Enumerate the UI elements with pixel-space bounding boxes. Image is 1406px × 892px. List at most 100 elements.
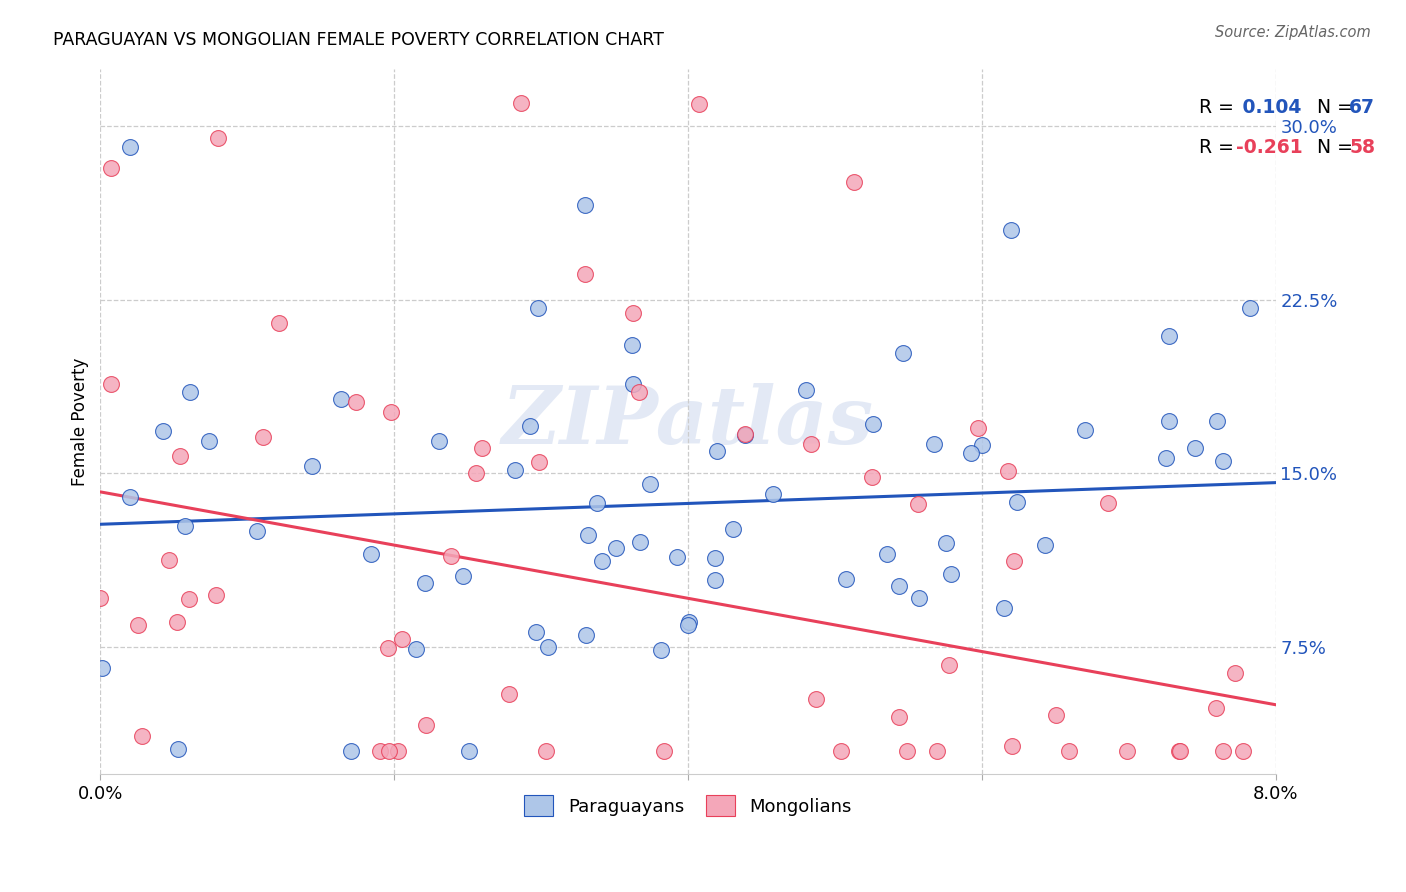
Point [1159, 414, 1181, 428]
Point [527, 301, 550, 315]
Point [935, 536, 957, 550]
Point [896, 744, 918, 758]
Point [627, 385, 650, 400]
Point [1045, 708, 1067, 723]
Point [1168, 744, 1191, 758]
Point [252, 430, 274, 444]
Point [246, 524, 269, 538]
Point [889, 710, 911, 724]
Point [179, 385, 201, 400]
Point [534, 744, 557, 758]
Point [1154, 450, 1177, 465]
Point [1000, 223, 1022, 237]
Point [152, 425, 174, 439]
Point [891, 346, 914, 360]
Point [377, 640, 399, 655]
Point [721, 522, 744, 536]
Point [387, 744, 409, 758]
Point [413, 576, 436, 591]
Point [368, 744, 391, 758]
Text: 67: 67 [1350, 98, 1375, 117]
Point [91, 660, 114, 674]
Point [704, 573, 727, 587]
Point [997, 464, 1019, 478]
Point [830, 744, 852, 758]
Point [1005, 495, 1028, 509]
Point [907, 497, 929, 511]
Point [89, 591, 111, 605]
Point [464, 466, 486, 480]
Point [591, 554, 613, 568]
Point [378, 744, 401, 758]
Point [762, 487, 785, 501]
Point [1232, 744, 1254, 758]
Point [118, 490, 141, 504]
Point [1184, 442, 1206, 456]
Point [927, 744, 949, 758]
Point [118, 140, 141, 154]
Point [860, 470, 883, 484]
Point [585, 496, 607, 510]
Point [972, 438, 994, 452]
Point [380, 405, 402, 419]
Point [654, 744, 676, 758]
Point [415, 718, 437, 732]
Point [734, 427, 756, 442]
Point [1225, 665, 1247, 680]
Point [620, 337, 643, 351]
Point [621, 306, 644, 320]
Point [524, 625, 547, 640]
Point [938, 658, 960, 673]
Point [440, 549, 463, 563]
Point [1116, 744, 1139, 758]
Point [330, 392, 353, 406]
Point [391, 632, 413, 647]
Point [1157, 329, 1180, 343]
Point [458, 744, 481, 758]
Point [1239, 301, 1261, 316]
Point [688, 97, 710, 112]
Point [1206, 414, 1229, 428]
Point [166, 615, 188, 629]
Point [427, 434, 450, 449]
Point [340, 744, 363, 758]
Point [346, 394, 368, 409]
Point [1205, 700, 1227, 714]
Point [1033, 537, 1056, 551]
Point [575, 628, 598, 642]
Text: N =: N = [1299, 98, 1358, 117]
Point [887, 579, 910, 593]
Point [100, 161, 122, 175]
Text: N =: N = [1299, 138, 1358, 157]
Legend: Paraguayans, Mongolians: Paraguayans, Mongolians [516, 786, 860, 825]
Text: 58: 58 [1350, 138, 1375, 157]
Point [197, 434, 219, 448]
Point [844, 175, 866, 189]
Text: 0.104: 0.104 [1236, 98, 1302, 117]
Text: -0.261: -0.261 [1236, 138, 1303, 157]
Point [503, 463, 526, 477]
Point [907, 591, 929, 606]
Point [666, 550, 689, 565]
Point [734, 428, 756, 442]
Point [628, 534, 651, 549]
Point [127, 618, 149, 632]
Point [166, 742, 188, 756]
Point [794, 383, 817, 397]
Point [527, 455, 550, 469]
Text: Source: ZipAtlas.com: Source: ZipAtlas.com [1215, 25, 1371, 40]
Point [453, 568, 475, 582]
Point [157, 553, 180, 567]
Point [574, 268, 596, 282]
Point [498, 687, 520, 701]
Point [862, 417, 884, 431]
Point [207, 131, 229, 145]
Text: ZIPatlas: ZIPatlas [502, 383, 875, 460]
Point [835, 573, 858, 587]
Point [301, 459, 323, 474]
Point [471, 442, 494, 456]
Point [405, 642, 427, 657]
Point [1074, 423, 1097, 437]
Point [650, 643, 672, 657]
Point [1002, 554, 1025, 568]
